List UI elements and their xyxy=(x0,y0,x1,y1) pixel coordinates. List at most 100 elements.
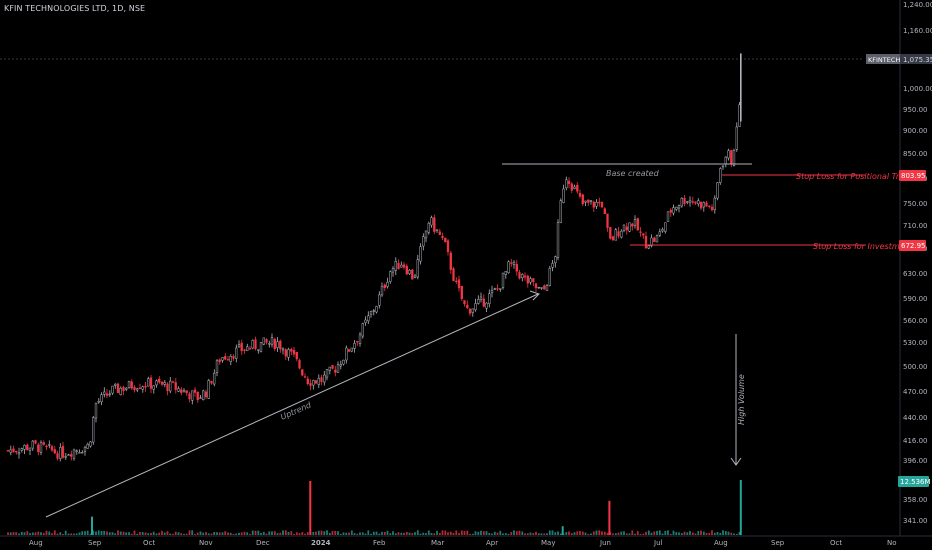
candle-body xyxy=(81,452,84,454)
volume-bar xyxy=(128,532,130,535)
volume-bars xyxy=(7,480,742,535)
high-volume-arrowhead xyxy=(730,457,742,466)
volume-bar xyxy=(425,533,427,535)
candle-body xyxy=(446,240,450,253)
candle-body xyxy=(474,303,477,311)
volume-bar xyxy=(249,533,251,535)
volume-bar xyxy=(372,531,375,535)
volume-bar xyxy=(513,530,515,535)
volume-bar xyxy=(31,532,34,535)
volume-bar xyxy=(559,533,562,535)
candle-body xyxy=(259,341,263,352)
volume-bar xyxy=(282,530,284,535)
volume-bar xyxy=(634,533,636,535)
volume-bar xyxy=(155,533,158,535)
volume-bar xyxy=(337,531,339,535)
volume-bar xyxy=(169,533,172,535)
candle-body xyxy=(6,450,10,452)
volume-bar xyxy=(359,532,361,535)
volume-bar xyxy=(447,532,449,535)
volume-bar xyxy=(502,533,504,535)
candle-body xyxy=(562,188,565,203)
volume-bar xyxy=(438,533,441,535)
time-scale[interactable]: Aug Sep Oct Nov Dec 2024 Feb Mar Apr May… xyxy=(29,539,897,547)
candle-body xyxy=(226,359,230,361)
volume-bar xyxy=(152,531,155,535)
volume-bar xyxy=(73,533,75,535)
candle-body xyxy=(386,281,389,287)
candle-body xyxy=(705,202,708,207)
candle-body xyxy=(559,200,562,223)
candle-body xyxy=(119,387,122,395)
candle-body xyxy=(463,300,466,305)
candle-body xyxy=(631,223,634,227)
candle-body xyxy=(240,342,243,352)
candle-body xyxy=(556,222,560,258)
volume-bar xyxy=(675,532,678,535)
candle-body xyxy=(455,280,458,283)
candle-body xyxy=(331,365,334,369)
uptrend-line[interactable] xyxy=(45,293,539,518)
volume-bar xyxy=(89,533,92,535)
volume-bar xyxy=(416,530,419,535)
volume-bar xyxy=(45,530,48,535)
volume-bar xyxy=(565,532,568,535)
candle-body xyxy=(83,447,87,452)
volume-bar xyxy=(100,531,103,535)
candle-body xyxy=(105,393,109,396)
volume-bar xyxy=(477,531,480,535)
volume-bar xyxy=(482,531,485,535)
volume-bar xyxy=(224,531,227,535)
volume-bar xyxy=(713,532,716,535)
candle-body xyxy=(281,348,285,351)
volume-bar xyxy=(114,533,117,535)
candle-body xyxy=(221,357,224,361)
volume-bar xyxy=(84,531,86,535)
volume-bar xyxy=(34,532,37,535)
candle-body xyxy=(471,308,474,313)
candle-body xyxy=(721,165,725,168)
price-tick: 500.00 xyxy=(903,363,928,371)
candle-body xyxy=(650,237,653,247)
volume-bar xyxy=(23,532,26,535)
time-tick: Sep xyxy=(88,539,102,547)
volume-bar xyxy=(405,531,408,535)
candle-body xyxy=(617,231,620,237)
candle-body xyxy=(584,200,587,203)
time-tick: Mar xyxy=(431,539,444,547)
candle-body xyxy=(457,279,461,289)
candle-body xyxy=(235,347,238,359)
candle-body xyxy=(573,186,576,189)
volume-bar xyxy=(62,533,64,535)
volume-bar xyxy=(260,532,262,535)
volume-bar xyxy=(339,533,342,535)
candle-body xyxy=(28,447,32,451)
candle-body xyxy=(658,231,661,236)
price-tick: 530.00 xyxy=(903,339,928,347)
volume-bar xyxy=(279,532,282,535)
volume-bar xyxy=(194,533,196,535)
volume-spike xyxy=(739,480,742,535)
volume-bar xyxy=(163,532,166,535)
volume-bar xyxy=(576,531,579,535)
volume-bar xyxy=(414,532,416,535)
candle-body xyxy=(279,340,282,350)
candle-body xyxy=(86,444,89,449)
candle-body xyxy=(224,356,227,360)
volume-bar xyxy=(449,531,452,535)
price-tick: 341.00 xyxy=(903,517,928,525)
high-volume-annotation: High Volume xyxy=(737,374,746,425)
volume-bar xyxy=(422,532,425,535)
price-tick: 560.00 xyxy=(903,317,928,325)
time-tick: May xyxy=(541,539,555,547)
volume-bar xyxy=(392,531,394,535)
symbol-badge xyxy=(866,54,900,64)
price-scale[interactable]: 1,240.00 1,160.00 1,000.00 950.00 900.00… xyxy=(903,1,932,525)
volume-bar xyxy=(147,533,150,535)
candle-body xyxy=(468,308,472,314)
candle-body xyxy=(444,237,447,243)
candle-body xyxy=(166,383,169,392)
volume-bar xyxy=(161,530,163,535)
volume-bar xyxy=(573,532,576,535)
